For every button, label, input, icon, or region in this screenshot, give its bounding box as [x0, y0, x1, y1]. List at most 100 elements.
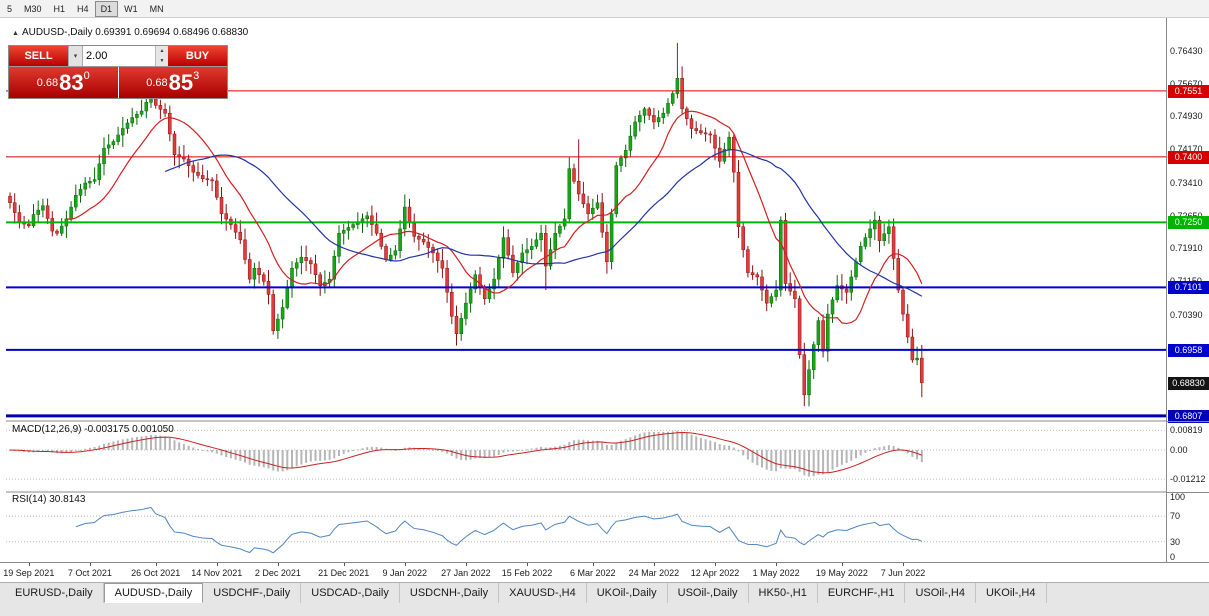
sell-price-display[interactable]: 0.68 83 0	[9, 67, 118, 98]
timeframe-button-m30[interactable]: M30	[18, 1, 48, 17]
time-tick	[653, 563, 655, 566]
chart-tab-eurchf-h1[interactable]: EURCHF-,H1	[818, 583, 906, 603]
rsi-layer	[75, 506, 923, 554]
rsi-line	[75, 506, 923, 554]
axis-label: 0.00819	[1170, 425, 1203, 436]
price-level-badge: 0.6807	[1168, 409, 1209, 423]
timeframe-button-h4[interactable]: H4	[71, 1, 95, 17]
axis-label: -0.01212	[1170, 474, 1206, 485]
chevron-down-icon: ▾	[73, 53, 78, 60]
chart-tab-xauusd-h4[interactable]: XAUUSD-,H4	[499, 583, 587, 603]
volume-stepper: ▲ ▼	[155, 46, 168, 66]
price-level-badge: 0.6958	[1168, 343, 1209, 357]
timeframe-button-mn[interactable]: MN	[144, 1, 170, 17]
time-tick	[527, 563, 528, 566]
chart-tab-usoil-h4[interactable]: USOil-,H4	[905, 583, 976, 603]
panel-separator	[1167, 421, 1209, 422]
price-level-badge: 0.7400	[1168, 150, 1209, 164]
spinner-up-icon: ▲	[159, 48, 165, 54]
timeframe-button-5[interactable]: 5	[1, 1, 18, 17]
timeframe-button-w1[interactable]: W1	[118, 1, 144, 17]
chart-canvas[interactable]	[6, 18, 1166, 562]
chart-tab-usdcnh-daily[interactable]: USDCNH-,Daily	[400, 583, 500, 603]
chart-tab-ukoil-daily[interactable]: UKOil-,Daily	[587, 583, 668, 603]
time-axis-label: 2 Dec 2021	[254, 568, 301, 578]
time-tick	[155, 563, 157, 566]
volume-input[interactable]	[83, 46, 155, 66]
price-level-badge: 0.7101	[1168, 281, 1209, 295]
chart-tab-eurusd-daily[interactable]: EURUSD-,Daily	[5, 583, 104, 603]
volume-decrease-button[interactable]: ▼	[156, 56, 168, 66]
axis-label: 0.75670	[1170, 79, 1203, 89]
trade-panel-prices: 0.68 83 0 0.68 85 3	[9, 67, 227, 98]
panel-separators	[6, 420, 1166, 493]
chart-tab-ukoil-h4[interactable]: UKOil-,H4	[976, 583, 1047, 603]
time-tick	[216, 563, 218, 566]
ohlc-info: ▲ AUDUSD-,Daily 0.69391 0.69694 0.68496 0…	[12, 27, 248, 38]
axis-label: 100	[1170, 492, 1186, 502]
axis-label: 0.72650	[1170, 211, 1203, 221]
buy-price-big-digits: 85	[168, 69, 194, 95]
time-tick	[343, 563, 345, 566]
chart-tab-hk50-h1[interactable]: HK50-,H1	[749, 583, 818, 603]
time-tick	[89, 563, 91, 566]
time-axis-label: 12 Apr 2022	[690, 568, 740, 578]
sell-button[interactable]: SELL	[9, 46, 68, 66]
chart-background[interactable]	[0, 18, 1209, 582]
macd-signal-line	[9, 431, 922, 474]
time-axis-label: 15 Feb 2022	[501, 568, 553, 578]
chart-tab-usdchf-daily[interactable]: USDCHF-,Daily	[203, 583, 302, 603]
time-axis-label: 19 May 2022	[815, 568, 868, 578]
axis-label: 0.73410	[1170, 177, 1203, 188]
macd-layer	[9, 430, 923, 477]
ohlc-text: AUDUSD-,Daily 0.69391 0.69694 0.68496 0.…	[21, 27, 249, 38]
symbol-marker-icon: ▲	[12, 30, 19, 37]
macd-indicator-label: MACD(12,26,9) -0.003175 0.001050	[12, 424, 174, 435]
panel-separator	[1167, 492, 1209, 493]
price-level-badge: 0.7250	[1168, 216, 1209, 230]
time-axis-label: 1 May 2022	[752, 568, 800, 578]
axis-label: 0.74930	[1170, 111, 1203, 122]
level-lines	[6, 90, 1166, 418]
trade-panel-controls: SELL ▾ ▲ ▼ BUY	[9, 46, 227, 67]
chart-tab-usoil-daily[interactable]: USOil-,Daily	[668, 583, 749, 603]
timeframe-toolbar: 5 M30 H1 H4 D1 W1 MN	[0, 0, 1209, 18]
chart-tab-usdcad-daily[interactable]: USDCAD-,Daily	[301, 583, 400, 603]
ma-slow-line	[164, 148, 923, 297]
price-level-badge: 0.68830	[1168, 376, 1209, 390]
time-axis-label: 21 Dec 2021	[318, 568, 370, 578]
time-tick	[592, 563, 594, 566]
volume-increase-button[interactable]: ▲	[156, 46, 168, 56]
time-axis-label: 9 Jan 2022	[382, 568, 428, 578]
price-level-badge: 0.7551	[1168, 84, 1209, 98]
time-axis-label: 7 Oct 2021	[67, 568, 112, 578]
time-tick	[715, 563, 716, 566]
chart-tab-audusd-daily[interactable]: AUDUSD-,Daily	[103, 583, 204, 603]
rsi-indicator-label: RSI(14) 30.8143	[12, 494, 86, 505]
time-axis-label: 7 Jun 2022	[880, 568, 926, 578]
axis-label: 0.74170	[1170, 144, 1203, 155]
time-axis[interactable]: 19 Sep 2021 7 Oct 2021 26 Oct 2021 14 Nov 2…	[0, 562, 1209, 582]
axis-label: 30	[1170, 536, 1181, 547]
time-tick	[465, 563, 467, 566]
axis-label: 0.00	[1170, 445, 1188, 455]
buy-price-display[interactable]: 0.68 85 3	[118, 67, 227, 98]
buy-button[interactable]: BUY	[168, 46, 227, 66]
time-tick	[277, 563, 279, 566]
price-axis[interactable]: 0.76430 0.75670 0.74930 0.74170 0.73410 0.726…	[1166, 18, 1209, 562]
volume-dropdown-button[interactable]: ▾	[68, 46, 83, 66]
time-axis-label: 24 Mar 2022	[628, 568, 680, 578]
time-axis-label: 26 Oct 2021	[131, 568, 181, 578]
buy-price-prefix: 0.68	[146, 76, 168, 89]
sell-price-pip-digit: 0	[83, 70, 90, 82]
axis-label: 0.71910	[1170, 243, 1203, 254]
time-axis-label: 14 Nov 2021	[191, 568, 243, 578]
candles-layer	[8, 42, 924, 407]
timeframe-button-h1[interactable]: H1	[48, 1, 72, 17]
timeframe-button-d1[interactable]: D1	[94, 0, 119, 17]
moving-averages	[66, 110, 923, 325]
axis-label: 0.76430	[1170, 45, 1203, 56]
axis-label: 0.70390	[1170, 309, 1203, 320]
time-axis-label: 27 Jan 2022	[441, 568, 491, 578]
one-click-trading-panel: SELL ▾ ▲ ▼ BUY 0.68 83 0 0.68 85 3	[8, 45, 228, 99]
